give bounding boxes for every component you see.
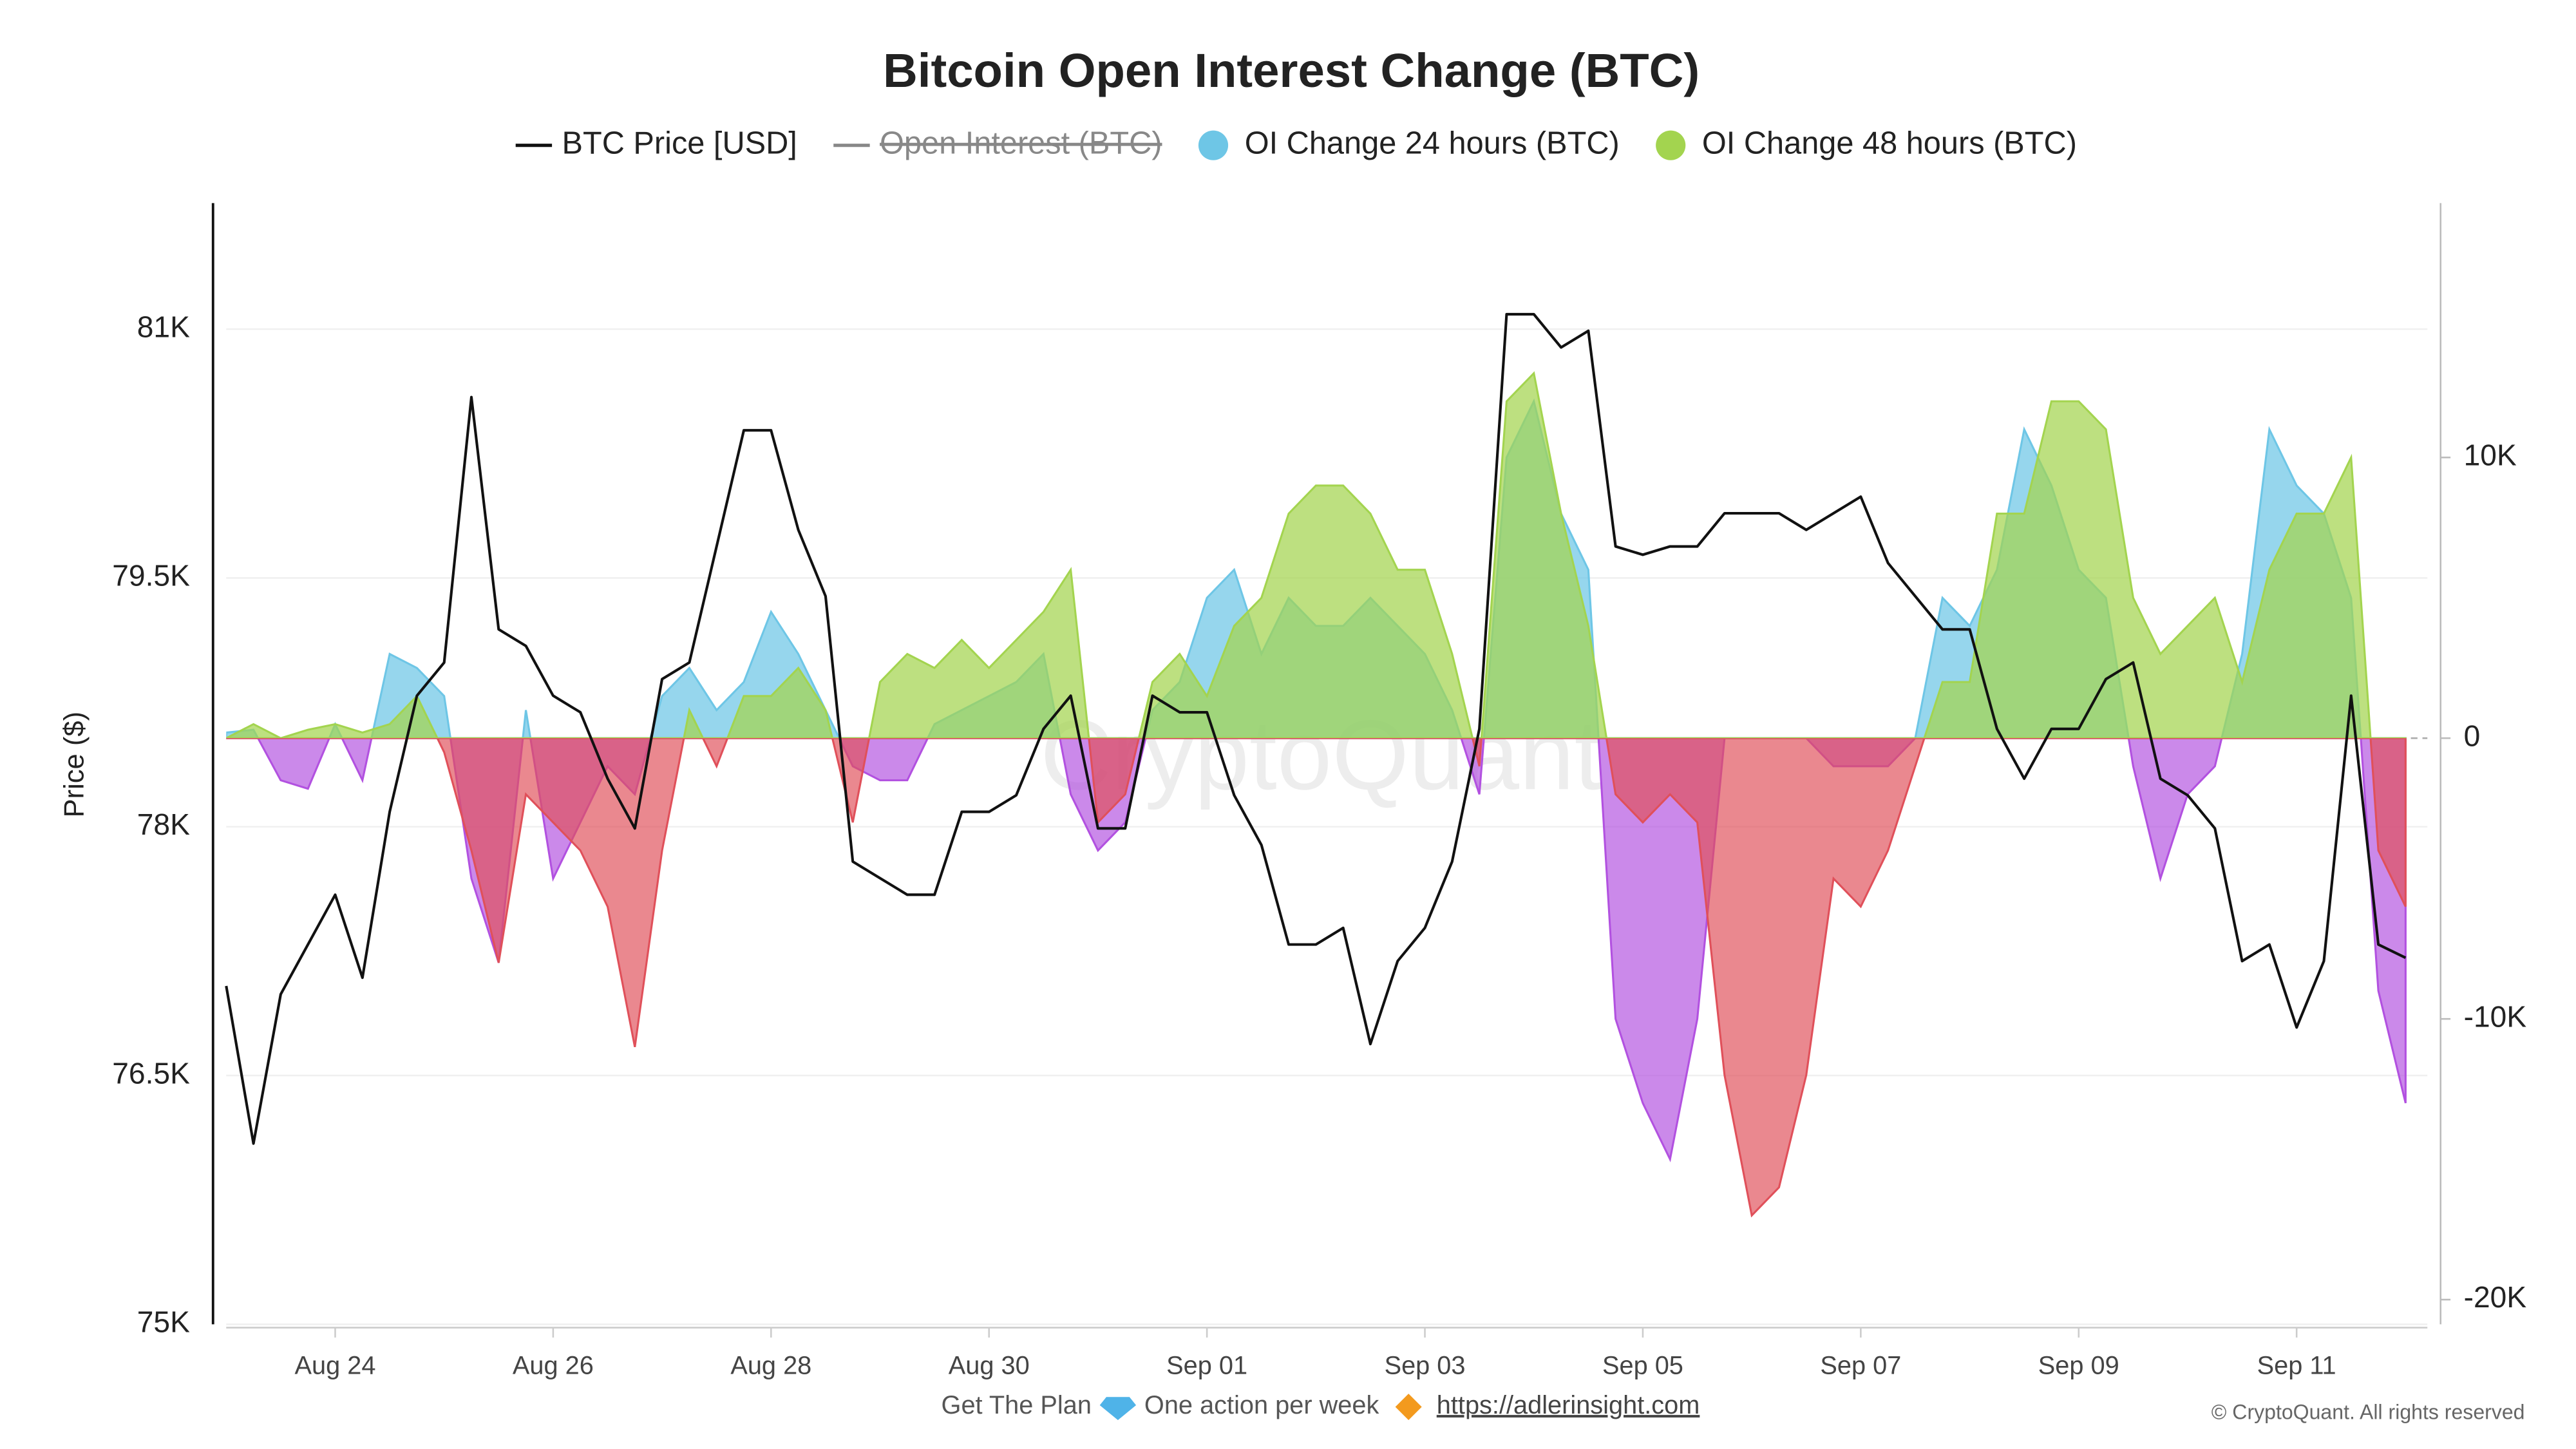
y-tick-label: 78K — [137, 808, 190, 841]
x-tick-label: Sep 07 — [1820, 1352, 1901, 1380]
legend-label: Open Interest (BTC) — [880, 126, 1162, 161]
area-positive — [226, 371, 2407, 739]
legend-label: BTC Price [USD] — [562, 126, 797, 161]
x-tick-label: Aug 30 — [949, 1352, 1030, 1380]
x-tick-label: Sep 05 — [1602, 1352, 1683, 1380]
x-tick-label: Sep 09 — [2038, 1352, 2119, 1380]
copyright: © CryptoQuant. All rights reserved — [2211, 1400, 2525, 1423]
x-tick-label: Aug 28 — [730, 1352, 811, 1380]
footer-tagline: One action per week — [1144, 1391, 1379, 1419]
x-tick-label: Sep 03 — [1385, 1352, 1466, 1380]
legend-label: OI Change 24 hours (BTC) — [1245, 126, 1620, 161]
legend-swatch — [1656, 130, 1686, 160]
y-tick-label: 79.5K — [112, 559, 190, 592]
legend: BTC Price [USD] Open Interest (BTC) OI Cha… — [515, 126, 2077, 161]
x-tick-label: Sep 11 — [2257, 1352, 2336, 1380]
x-tick-label: Sep 01 — [1166, 1352, 1247, 1380]
y-tick-label: 76.5K — [112, 1056, 190, 1090]
y-axis-title: Price ($) — [59, 712, 90, 818]
price-line — [225, 312, 2407, 1145]
y2-tick-label: -10K — [2464, 999, 2527, 1033]
x-tick-label: Aug 26 — [513, 1352, 594, 1380]
chart-title: Bitcoin Open Interest Change (BTC) — [883, 44, 1700, 97]
legend-swatch — [1198, 130, 1229, 160]
footer-link[interactable]: https://adlerinsight.com — [1437, 1391, 1700, 1419]
y-tick-label: 81K — [137, 310, 190, 343]
y2-tick-label: 0 — [2464, 719, 2481, 752]
gem-icon — [1099, 1397, 1137, 1421]
area-negative — [226, 738, 2407, 1218]
y2-tick-label: 10K — [2464, 439, 2517, 472]
legend-label: OI Change 48 hours (BTC) — [1702, 126, 2077, 161]
y2-tick-label: -20K — [2464, 1280, 2527, 1314]
x-tick-label: Aug 24 — [295, 1352, 376, 1380]
y-tick-label: 75K — [137, 1305, 190, 1339]
footer-cta: Get The Plan — [942, 1391, 1092, 1419]
